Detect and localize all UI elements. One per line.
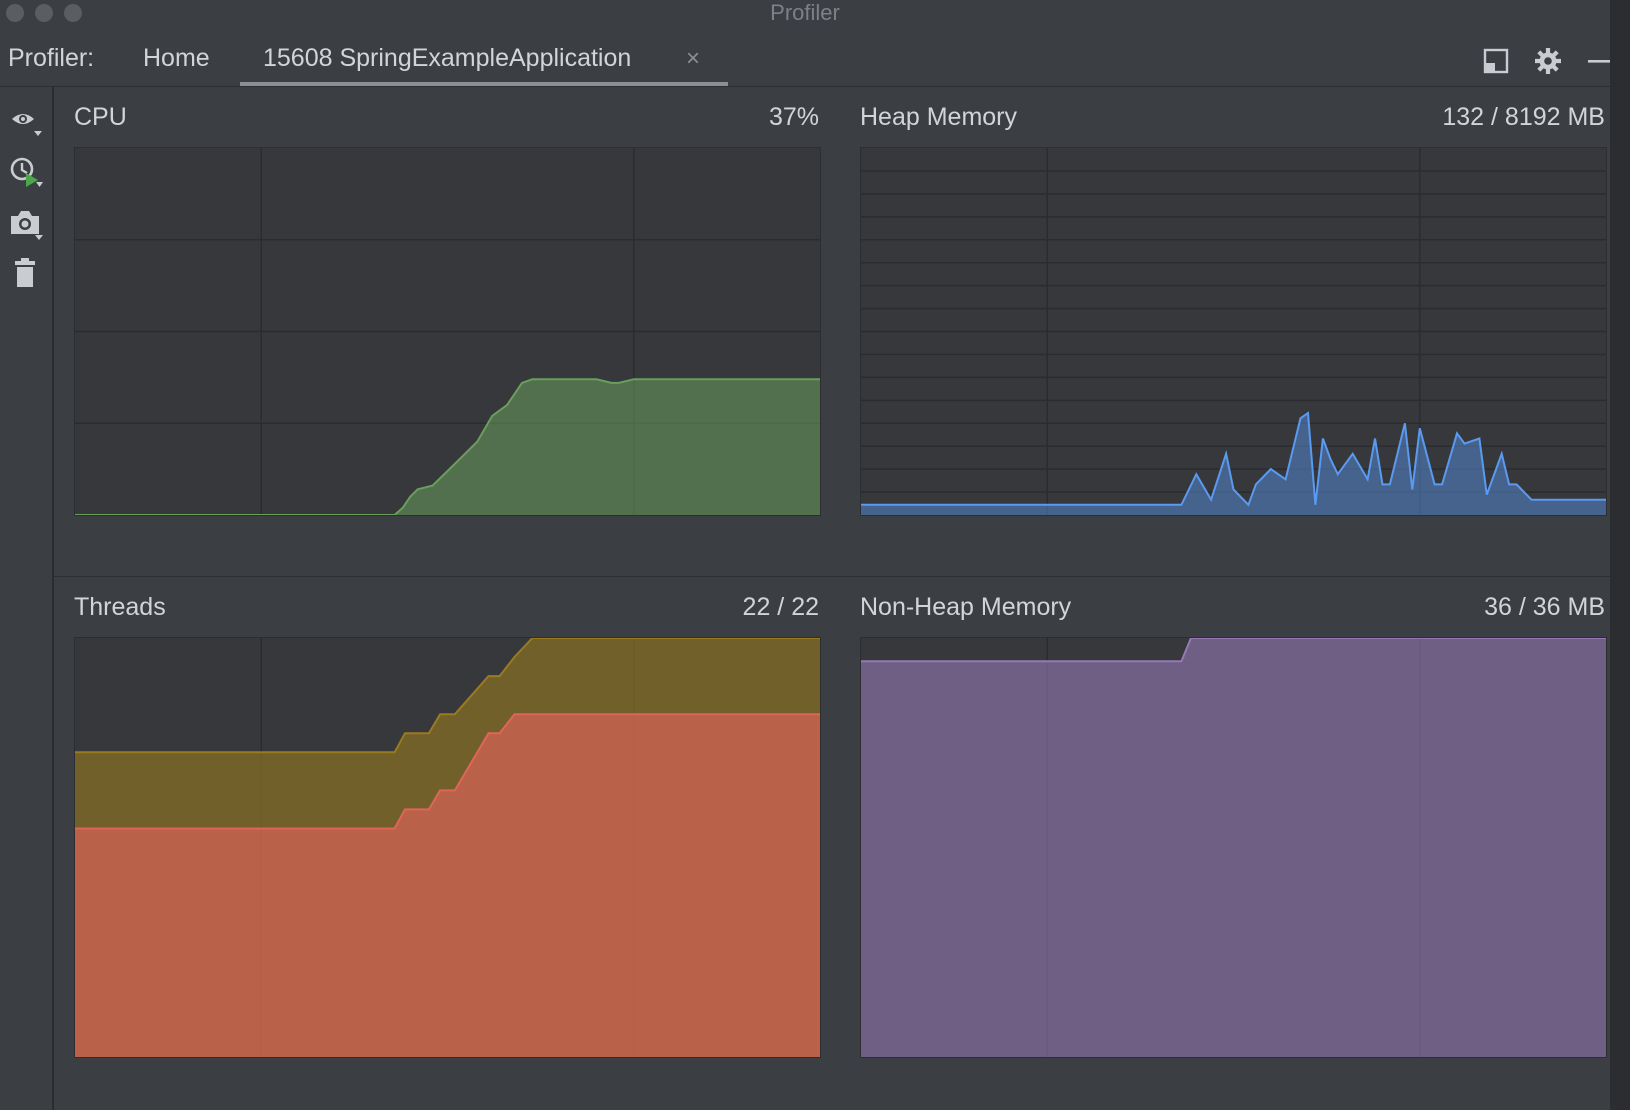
window-close-dot[interactable] [6,4,24,22]
profiler-label: Profiler: [8,44,95,72]
non-heap-series-area [861,638,1606,1057]
trash-icon[interactable] [8,257,44,291]
threads-chart[interactable] [74,637,821,1058]
cpu-series-area [75,379,820,515]
gear-icon[interactable] [1532,46,1564,76]
threads-chart-svg [75,638,820,1057]
cpu-chart[interactable] [74,147,821,516]
close-tab-icon[interactable]: × [686,45,701,72]
profiler-sidebar [0,87,54,1110]
threads-title: Threads [74,593,166,621]
camera-icon[interactable] [8,207,44,241]
cpu-title: CPU [74,103,127,131]
tab-session[interactable]: 15608 SpringExampleApplication [263,44,632,72]
profiler-toolbar: Profiler: Home 15608 SpringExampleApplic… [0,36,1612,87]
non-heap-chart[interactable] [860,637,1607,1058]
non-heap-series-line [861,638,1606,663]
cpu-chart-svg [75,148,820,515]
tab-home[interactable]: Home [143,44,210,72]
clock-run-icon[interactable] [8,155,44,189]
active-tab-indicator [240,82,728,86]
heap-chart[interactable] [860,147,1607,516]
minimize-icon[interactable] [1584,46,1616,76]
heap-series-area [861,413,1606,515]
heap-series-line [861,411,1606,507]
threads-active-series-area [75,714,820,1057]
non-heap-chart-svg [861,638,1606,1057]
heap-value: 132 / 8192 MB [1442,103,1605,131]
cpu-series-line [75,378,820,515]
window-title: Profiler [770,0,840,25]
heap-title: Heap Memory [860,103,1017,131]
window-zoom-dot[interactable] [64,4,82,22]
threads-value: 22 / 22 [742,593,819,621]
non-heap-title: Non-Heap Memory [860,593,1072,621]
right-edge-strip [1610,0,1630,1110]
restore-layout-icon[interactable] [1480,46,1512,76]
title-bar: Profiler [0,0,1610,26]
eye-dropdown-icon[interactable] [8,105,44,139]
window-minimize-dot[interactable] [35,4,53,22]
panel-divider [53,576,1610,577]
cpu-value: 37% [768,103,819,131]
heap-chart-svg [861,148,1606,515]
non-heap-value: 36 / 36 MB [1484,593,1605,621]
